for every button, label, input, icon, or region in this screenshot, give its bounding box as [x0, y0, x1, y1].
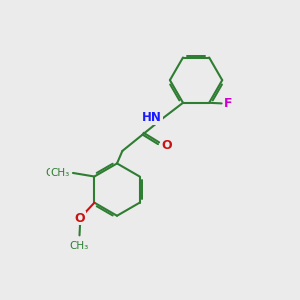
Text: CH₃: CH₃ [70, 241, 89, 251]
Text: O: O [162, 140, 172, 152]
Text: HN: HN [142, 111, 162, 124]
Text: F: F [224, 97, 233, 110]
Text: O: O [74, 212, 85, 225]
Text: CH₃: CH₃ [45, 168, 64, 178]
Text: CH₃: CH₃ [51, 168, 70, 178]
